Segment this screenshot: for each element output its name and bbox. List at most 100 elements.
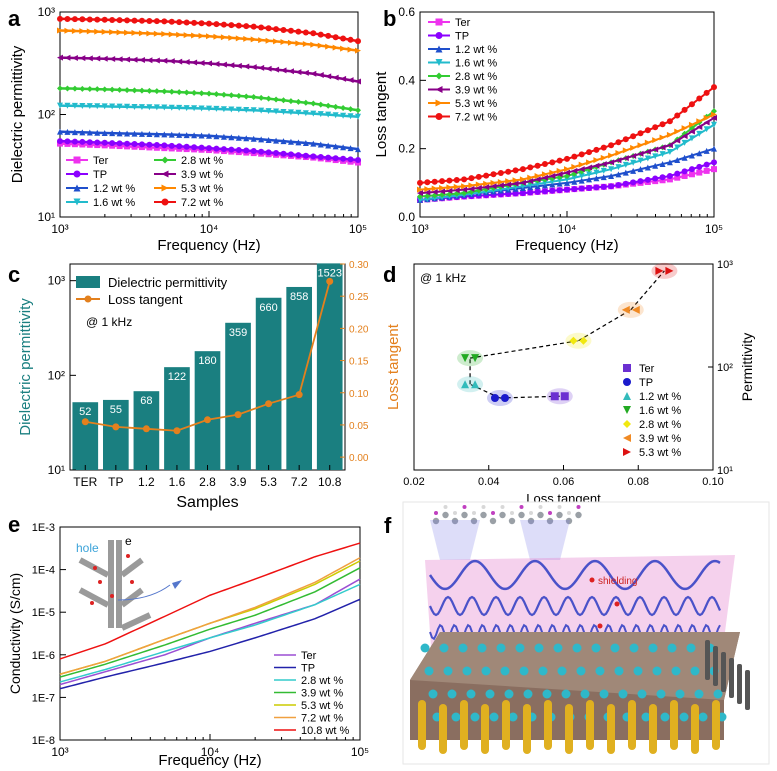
data-point: [168, 58, 175, 65]
data-point: [116, 130, 123, 137]
data-point: [564, 166, 570, 173]
data-point: [161, 104, 168, 111]
data-point: [475, 184, 482, 191]
data-point: [630, 179, 637, 186]
series-TP: [57, 138, 361, 163]
data-point: [608, 166, 615, 173]
data-point: [703, 147, 710, 154]
data-point: [258, 64, 265, 71]
data-point: [168, 88, 175, 95]
data-point: [317, 72, 324, 79]
inset-charge: [110, 594, 114, 598]
data-point: [168, 142, 175, 149]
x-tick-label: TER: [73, 475, 97, 489]
data-point: [287, 138, 294, 145]
data-point: [79, 103, 86, 110]
point-halo: [457, 350, 484, 367]
series-line: [59, 56, 359, 83]
x-tick-label: 2.8: [199, 475, 216, 489]
data-point: [243, 23, 250, 30]
data-point: [302, 140, 309, 147]
data-point: [564, 179, 570, 186]
data-point: [424, 189, 431, 196]
legend-marker: [73, 170, 81, 178]
trend-arrow: [499, 395, 560, 399]
data-point: [94, 129, 101, 136]
legend-label: 1.6 wt %: [639, 405, 681, 417]
data-point: [586, 149, 593, 156]
data-point: [674, 170, 681, 177]
data-point: [287, 27, 294, 34]
legend-marker: [73, 198, 81, 206]
data-point: [439, 184, 446, 191]
bar-value-label: 180: [198, 355, 216, 367]
lattice-chain: [691, 704, 699, 754]
data-point: [681, 125, 688, 132]
x-axis-title: Frequency (Hz): [515, 237, 618, 254]
molecule-atom: [443, 505, 448, 509]
molecule-atom: [434, 511, 438, 515]
data-point: [519, 166, 526, 173]
data-point: [696, 163, 703, 170]
legend-label: TP: [639, 377, 653, 389]
data-point: [665, 266, 674, 275]
illustration-beam: [430, 520, 480, 560]
data-point: [431, 178, 438, 185]
legend-label: 5.3 wt %: [455, 98, 497, 110]
series-TP: [59, 598, 361, 690]
data-point: [146, 87, 153, 94]
lattice-atom: [553, 643, 563, 653]
data-point: [711, 114, 717, 121]
lattice-chain: [712, 700, 720, 750]
data-point: [124, 130, 131, 137]
x-tick-label: 10³: [411, 222, 428, 236]
data-point: [86, 139, 93, 146]
data-point: [703, 114, 710, 121]
bar-value-label: 1523: [317, 267, 341, 279]
loss-tangent-point: [326, 277, 334, 285]
x-tick-label: 5.3: [260, 475, 277, 489]
lattice-atom: [477, 643, 487, 653]
x-tick-label: 10⁴: [558, 222, 577, 236]
loss-tangent-point: [295, 391, 303, 399]
data-point: [57, 128, 63, 135]
legend-label: Ter: [455, 17, 471, 29]
data-point: [109, 16, 116, 23]
data-point: [340, 75, 347, 82]
data-point: [549, 178, 556, 185]
data-point: [64, 102, 71, 109]
lattice-atom: [523, 689, 533, 699]
data-point: [213, 33, 220, 40]
data-point: [534, 176, 541, 183]
legend-label: 1.2 wt %: [639, 391, 681, 403]
lattice-atom: [458, 643, 468, 653]
data-point: [220, 91, 227, 98]
lattice-atom: [690, 666, 700, 676]
data-point: [578, 166, 585, 173]
data-point: [534, 188, 541, 195]
data-point: [622, 136, 629, 143]
data-point: [228, 62, 235, 69]
data-point: [325, 111, 332, 118]
charge-dot: [589, 577, 595, 583]
data-point: [355, 146, 361, 153]
data-point: [659, 121, 666, 128]
data-point: [116, 29, 123, 36]
data-point: [347, 106, 354, 113]
molecule-atom: [491, 511, 495, 515]
data-point: [220, 106, 227, 113]
data-point: [556, 180, 563, 187]
data-point: [243, 147, 250, 154]
lattice-atom: [698, 712, 708, 722]
data-point: [168, 104, 175, 111]
bar-10.8: [316, 263, 343, 470]
data-point: [497, 182, 504, 189]
data-point: [468, 182, 475, 189]
data-point: [417, 190, 423, 197]
panel-e: 10³ 10⁴ 10⁵ 1E-3 1E-4 1E-5 1E-6 1E-7 1E-8 Frequen…: [7, 522, 369, 769]
data-point: [71, 129, 78, 136]
data-point: [688, 152, 695, 159]
data-point: [325, 102, 332, 109]
data-point: [280, 97, 287, 104]
data-point: [250, 148, 257, 155]
